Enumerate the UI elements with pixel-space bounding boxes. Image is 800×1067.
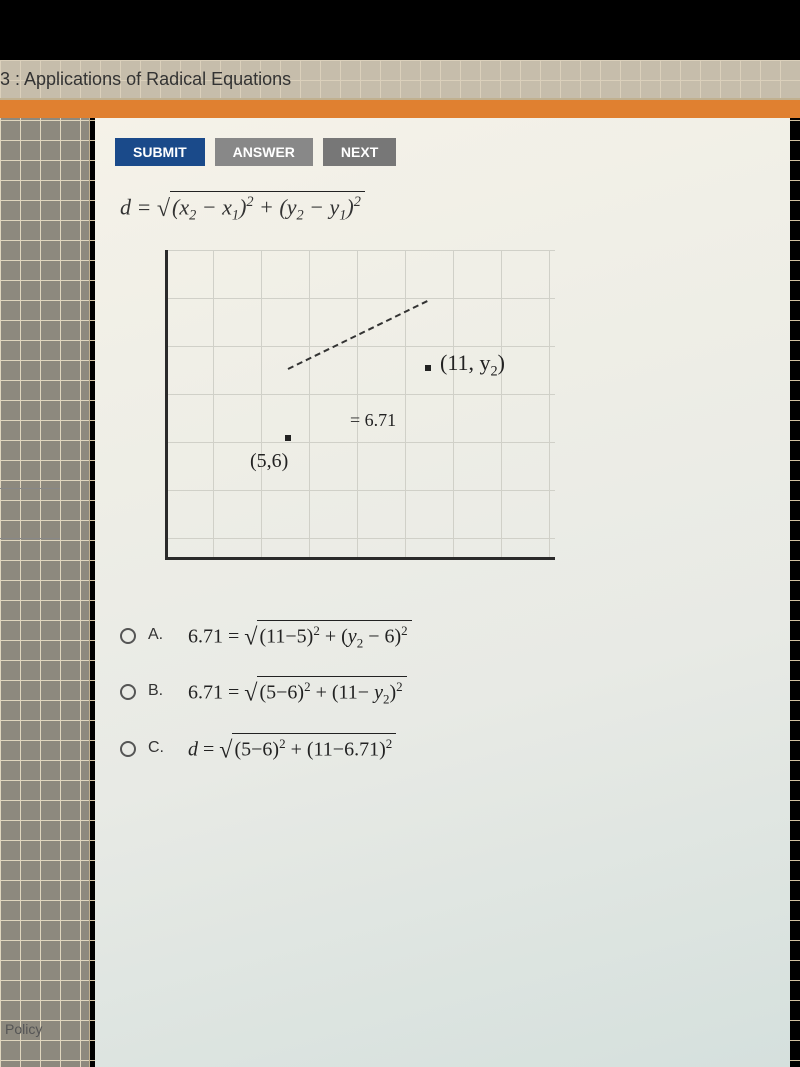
- y-axis: [165, 250, 168, 560]
- point-2: [425, 365, 431, 371]
- point-1: [285, 435, 291, 441]
- option-b[interactable]: B. 6.71 = √(5−6)2 + (11− y2)2: [120, 676, 770, 708]
- submit-button[interactable]: SUBMIT: [115, 138, 205, 166]
- page-title: 3 : Applications of Radical Equations: [0, 69, 291, 90]
- radio-c[interactable]: [120, 741, 136, 757]
- option-letter-b: B.: [148, 682, 168, 700]
- sidebar-divider: [0, 488, 60, 489]
- answer-options: A. 6.71 = √(11−5)2 + (y2 − 6)2 B. 6.71 =…: [115, 620, 770, 765]
- option-letter-a: A.: [148, 626, 168, 644]
- distance-formula: d = √(x2 − x1)2 + (y2 − y1)2: [115, 191, 770, 225]
- orange-divider: [0, 100, 800, 118]
- formula-lhs: d: [120, 194, 131, 219]
- distance-value-label: = 6.71: [350, 410, 396, 431]
- option-formula-a: 6.71 = √(11−5)2 + (y2 − 6)2: [188, 620, 412, 652]
- radio-a[interactable]: [120, 628, 136, 644]
- option-formula-b: 6.71 = √(5−6)2 + (11− y2)2: [188, 676, 407, 708]
- sidebar-divider: [0, 538, 60, 539]
- option-a[interactable]: A. 6.71 = √(11−5)2 + (y2 − 6)2: [120, 620, 770, 652]
- point-2-label: (11, y2): [440, 350, 505, 380]
- main-content: SUBMIT ANSWER NEXT d = √(x2 − x1)2 + (y2…: [95, 118, 790, 1067]
- policy-link[interactable]: Policy: [5, 1021, 42, 1037]
- coordinate-chart: (5,6) (11, y2) = 6.71: [135, 250, 555, 590]
- option-c[interactable]: C. d = √(5−6)2 + (11−6.71)2: [120, 733, 770, 765]
- chart-grid: [165, 250, 555, 560]
- point-1-label: (5,6): [250, 450, 288, 473]
- radio-b[interactable]: [120, 684, 136, 700]
- header-bar: 3 : Applications of Radical Equations: [0, 60, 800, 100]
- x-axis: [165, 557, 555, 560]
- option-letter-c: C.: [148, 739, 168, 757]
- option-formula-c: d = √(5−6)2 + (11−6.71)2: [188, 733, 396, 765]
- button-row: SUBMIT ANSWER NEXT: [115, 138, 770, 166]
- sidebar: Policy: [0, 118, 90, 1067]
- next-button[interactable]: NEXT: [323, 138, 396, 166]
- answer-button[interactable]: ANSWER: [215, 138, 313, 166]
